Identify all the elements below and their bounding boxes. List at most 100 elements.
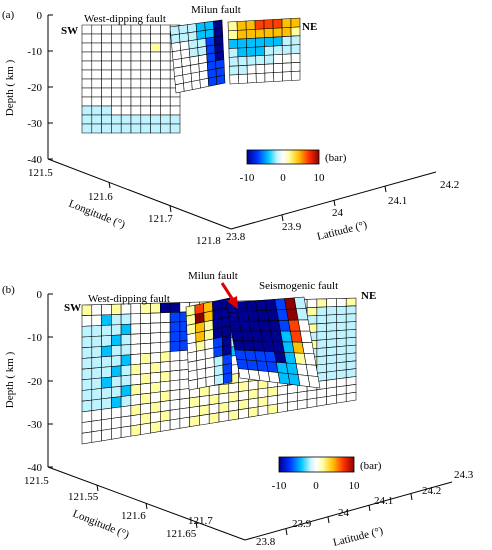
fault-patch (303, 353, 317, 366)
fault-patch (187, 23, 197, 34)
fault-patch (255, 46, 265, 57)
fault-patch (199, 77, 209, 89)
fault-patch (120, 24, 132, 35)
fault-patch (169, 379, 181, 392)
fault-patch (213, 346, 223, 358)
fault-patch (120, 87, 132, 98)
fault-patch (101, 407, 112, 421)
fault-patch (91, 33, 102, 44)
fault-patch (91, 78, 102, 89)
fault-patch (218, 392, 230, 404)
lon-tick: 121.5 (24, 475, 49, 487)
fault-patch (140, 402, 151, 415)
milun-fault-plane (169, 19, 226, 94)
fault-patch (101, 428, 112, 442)
fault-patch (228, 382, 239, 394)
fault-patch (336, 337, 347, 348)
fault-patch (120, 123, 132, 134)
fault-patch (160, 60, 171, 71)
fault-patch (111, 105, 122, 116)
fault-patch (272, 27, 283, 38)
fault-patch (336, 321, 347, 331)
fault-patch (130, 69, 142, 80)
fault-patch (216, 74, 226, 86)
fault-patch (290, 17, 301, 28)
fault-patch (197, 377, 207, 389)
fault-patch (101, 304, 112, 316)
fault-patch (191, 79, 201, 91)
fault-patch (326, 394, 337, 406)
fault-patch (169, 302, 181, 313)
fault-patch (345, 344, 357, 355)
fault-patch (255, 64, 266, 74)
fault-patch (238, 407, 249, 420)
fault-patch (81, 123, 93, 134)
fault-patch (120, 334, 132, 346)
fault-patch (91, 51, 102, 62)
colorbar-tick: -10 (240, 172, 255, 184)
fault-patch (316, 322, 327, 333)
fault-patch (290, 26, 301, 37)
fault-patch (208, 412, 220, 424)
fault-patch (345, 336, 357, 347)
fault-patch (140, 312, 151, 324)
fault-patch (238, 65, 248, 75)
fault-patch (130, 24, 142, 35)
fault-patch (248, 379, 259, 391)
fault-patch (204, 20, 215, 31)
fault-patch (140, 392, 151, 405)
fault-patch (160, 51, 171, 62)
fault-patch (199, 413, 210, 426)
colorbar-tick: 10 (349, 480, 361, 492)
fault-patch (246, 46, 256, 57)
fault-patch (120, 42, 132, 53)
fault-patch (91, 409, 102, 422)
fault-patch (101, 345, 112, 358)
fault-patch (120, 405, 132, 418)
ne-fault-plane (227, 17, 301, 85)
fault-patch (264, 63, 274, 74)
fault-patch (111, 303, 122, 315)
fault-patch (272, 18, 283, 29)
fault-patch (111, 87, 122, 98)
fault-patch (290, 70, 301, 81)
fault-patch (111, 375, 122, 388)
fault-patch (187, 351, 197, 363)
fault-patch (81, 357, 93, 370)
fault-patch (130, 353, 141, 366)
fault-patch (160, 33, 171, 44)
west-dipping-fault-label: West-dipping fault (88, 293, 170, 305)
fault-patch (111, 385, 122, 399)
fault-patch (189, 415, 200, 428)
fault-patch (277, 402, 288, 413)
fault-patch (150, 123, 161, 134)
ne-label: NE (361, 290, 376, 302)
fault-patch (281, 18, 292, 29)
fault-patch (101, 386, 112, 400)
fault-patch (130, 393, 141, 406)
colorbar-unit: (bar) (325, 152, 347, 164)
fault-patch (81, 60, 93, 71)
fault-patch (101, 366, 112, 379)
fault-patch (160, 69, 171, 80)
fault-patch (150, 78, 161, 89)
fault-patch (120, 415, 132, 428)
fault-patch (111, 344, 122, 357)
fault-patch (160, 370, 171, 383)
latitude-axis-title: Latitude (°) (332, 525, 385, 549)
fault-patch (229, 65, 239, 76)
fault-patch (282, 53, 292, 64)
colorbar-unit: (bar) (360, 460, 382, 472)
fault-patch (326, 306, 337, 316)
fault-patch (263, 19, 274, 30)
fault-patch (111, 365, 122, 378)
fault-patch (91, 114, 102, 125)
fault-patch (111, 78, 122, 89)
fault-patch (257, 387, 269, 399)
colorbar-tick: -10 (272, 480, 287, 492)
lat-tick: 24.1 (388, 195, 407, 207)
lon-tick: 121.6 (121, 510, 146, 522)
fault-patch (195, 21, 206, 32)
lat-tick: 24.2 (440, 179, 459, 191)
